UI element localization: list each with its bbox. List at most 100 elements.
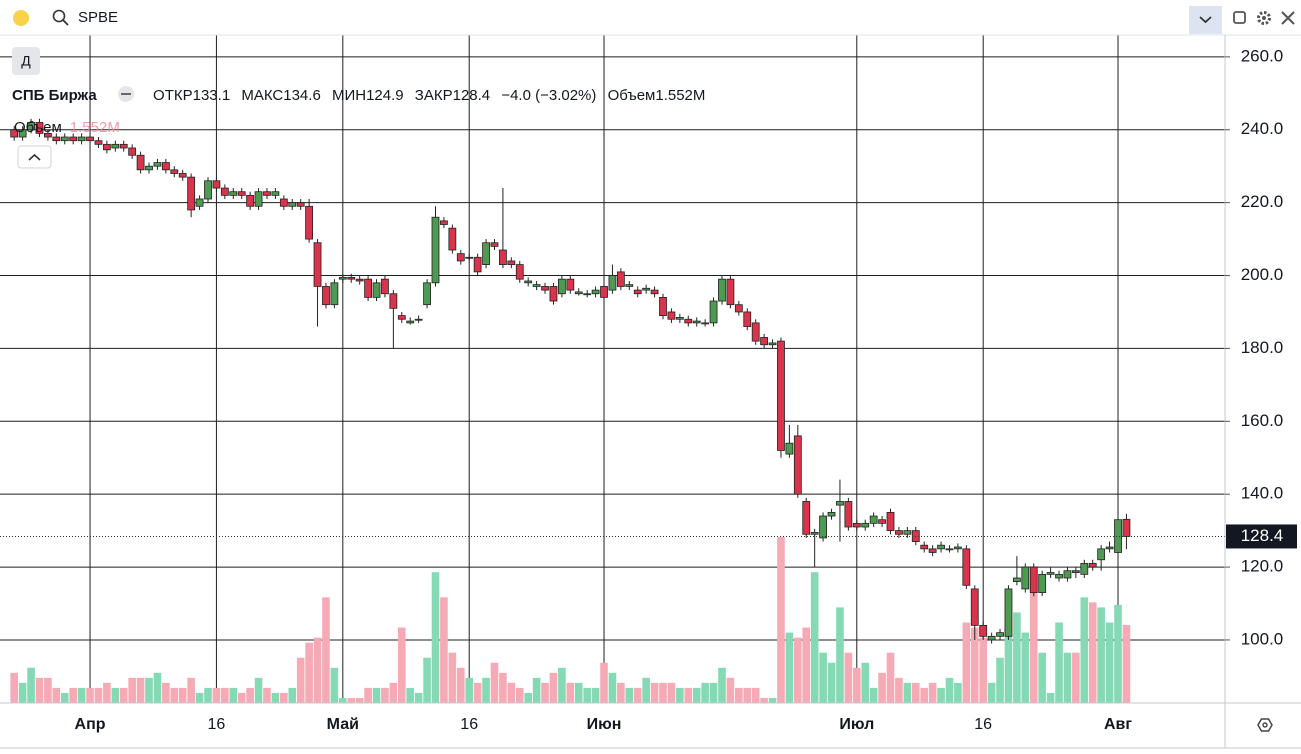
volume-bar [187, 677, 195, 703]
volume-bar [591, 687, 600, 703]
volume-bar [221, 687, 229, 703]
volume-bar [1063, 652, 1072, 703]
volume-bar [785, 632, 794, 703]
volume-bar [524, 692, 532, 703]
volume-bar [1055, 622, 1063, 703]
volume-bar [819, 652, 827, 703]
candle-body [709, 300, 718, 324]
volume-bar [153, 672, 162, 703]
volume-bar [751, 687, 760, 703]
y-tick-label: 200.0 [1241, 265, 1284, 284]
last-price-box [1226, 524, 1297, 549]
volume-bar [676, 687, 684, 703]
volume-bar [339, 697, 347, 703]
candle-body [473, 256, 482, 273]
volume-bar [1038, 652, 1046, 703]
candle-body [1046, 572, 1055, 575]
volume-bar [431, 572, 440, 703]
volume-bar [684, 687, 693, 703]
axis-settings-dot [1262, 722, 1268, 728]
candle-body [532, 284, 541, 287]
candle-body [178, 173, 187, 178]
candle-body [128, 147, 137, 156]
volume-bar [970, 627, 979, 703]
volume-bar [743, 687, 752, 703]
volume-bar [836, 607, 844, 703]
volume-bar [414, 692, 423, 703]
candle-body [566, 278, 575, 291]
legend-change: −4.0 (−3.02%) [501, 87, 597, 104]
candle-body [136, 154, 145, 171]
volume-bar [1122, 624, 1131, 703]
candle-body [490, 242, 499, 247]
legend-high-label: МАКС [241, 87, 284, 104]
hide-icon[interactable] [115, 86, 137, 102]
candle-body [229, 191, 238, 196]
volume-bar [263, 687, 271, 703]
candle-body [549, 286, 558, 302]
candle-body [1029, 566, 1038, 593]
axis-settings[interactable] [1257, 718, 1273, 732]
candle-body [1097, 548, 1106, 561]
y-tick-label: 260.0 [1241, 46, 1284, 65]
volume-value: 1.552M [69, 119, 120, 136]
candle-body [844, 501, 853, 528]
volume-bar [692, 687, 701, 703]
legend-collapse[interactable] [17, 145, 52, 169]
candle-body [27, 122, 35, 131]
legend-low-label: МИН [331, 87, 367, 104]
period-label[interactable]: Д [21, 53, 31, 69]
volume-bar [170, 687, 179, 703]
candle-body [271, 191, 280, 196]
period-button[interactable] [12, 47, 40, 75]
search-icon[interactable] [52, 9, 69, 26]
candle-body [414, 318, 423, 321]
candle-body [1012, 577, 1021, 583]
candle-body [928, 548, 937, 553]
candle-body [254, 191, 263, 207]
candle-body [616, 271, 625, 287]
volume-bar [499, 672, 507, 703]
volume-bar [103, 682, 111, 703]
close-button[interactable] [1281, 11, 1295, 25]
volume-bar [1013, 612, 1021, 703]
instrument-name: СПБ Биржа [12, 87, 97, 104]
candle-body [60, 136, 69, 142]
legend-row: СПБ Биржа ОТКР133.1 МАКС134.6 МИН124.9 З… [12, 86, 705, 104]
candle-body [608, 275, 617, 291]
volume-bar [44, 677, 52, 703]
candle-body [945, 548, 954, 551]
x-tick-label: Май [327, 716, 359, 733]
candle-body [591, 289, 600, 295]
volume-bar [895, 677, 903, 703]
candle-body [69, 136, 78, 142]
candle-body [802, 501, 811, 535]
candle-body [389, 293, 398, 309]
candle-body [347, 276, 356, 280]
candle-body [541, 286, 549, 291]
volume-bar [532, 677, 541, 703]
maximize-button[interactable] [1233, 11, 1246, 24]
volume-bar [928, 682, 937, 703]
settings-button[interactable] [1257, 11, 1271, 25]
candle-body [338, 276, 347, 280]
legend-low-value: 124.9 [366, 87, 404, 104]
candle-body [743, 311, 752, 327]
candle-body [970, 588, 979, 626]
candle-body [524, 280, 533, 284]
volume-bar [178, 687, 187, 703]
candle-body [119, 143, 128, 149]
candle-body [305, 205, 314, 240]
symbol-search[interactable]: SPBE [78, 9, 118, 26]
collapse-button[interactable] [1189, 6, 1222, 34]
candle-body [102, 143, 111, 151]
candle-body [10, 129, 19, 138]
volume-bar [372, 687, 381, 703]
candle-body [288, 202, 297, 207]
volume-bar [583, 687, 591, 703]
x-tick-label: 16 [208, 716, 226, 733]
candle-body [482, 242, 490, 265]
candle-body [684, 318, 693, 324]
status-dot[interactable] [13, 10, 29, 26]
volume-title: Объем [14, 119, 62, 136]
